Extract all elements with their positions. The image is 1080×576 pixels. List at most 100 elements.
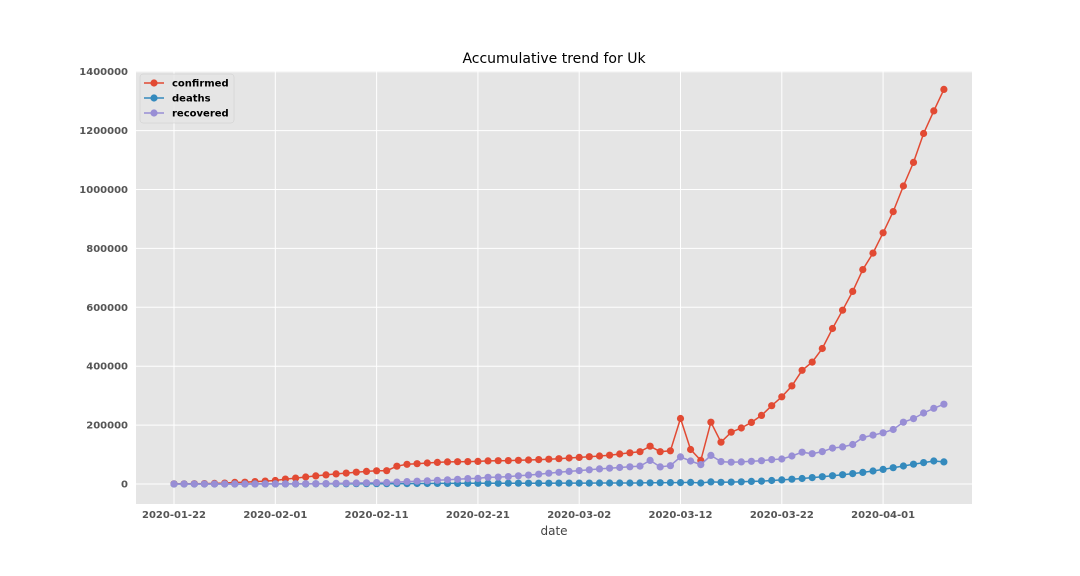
confirmed-point [403, 460, 411, 468]
deaths-point [606, 479, 614, 487]
deaths-point [697, 479, 705, 487]
recovered-point [565, 467, 573, 475]
recovered-point [352, 479, 360, 487]
confirmed-point [788, 382, 796, 390]
confirmed-point [889, 208, 897, 216]
confirmed-point [818, 344, 826, 353]
y-tick-label: 0 [121, 480, 128, 491]
recovered-point [210, 480, 219, 488]
y-tick-label: 1400000 [79, 67, 128, 78]
confirmed-point [909, 158, 918, 166]
recovered-point [393, 478, 401, 486]
deaths-point [636, 479, 644, 487]
confirmed-point [828, 324, 837, 333]
recovered-point [727, 458, 735, 466]
recovered-point [524, 471, 533, 479]
deaths-point [747, 477, 756, 485]
confirmed-point [687, 445, 695, 454]
confirmed-point [839, 306, 847, 314]
legend-marker [150, 94, 158, 102]
recovered-point [849, 440, 857, 449]
recovered-point [636, 462, 644, 470]
confirmed-point [464, 458, 472, 466]
recovered-point [494, 473, 502, 481]
recovered-point [818, 448, 826, 456]
recovered-point [920, 409, 928, 417]
deaths-point [514, 479, 523, 487]
recovered-point [504, 473, 512, 481]
confirmed-point [707, 418, 715, 426]
confirmed-point [747, 418, 756, 426]
chart-title: Accumulative trend for Uk [462, 51, 646, 67]
confirmed-point [423, 459, 431, 467]
deaths-point [798, 474, 806, 483]
legend-label: confirmed [172, 79, 229, 90]
recovered-point [595, 465, 604, 473]
legend: confirmed deaths recovered [139, 73, 235, 124]
recovered-point [454, 475, 462, 483]
deaths-point [535, 479, 543, 487]
recovered-point [747, 457, 756, 465]
recovered-point [930, 404, 938, 412]
recovered-point [626, 463, 634, 471]
confirmed-point [292, 474, 300, 482]
y-tick-label: 600000 [86, 303, 128, 314]
recovered-point [768, 456, 776, 464]
deaths-point [484, 479, 492, 487]
deaths-point [494, 479, 502, 487]
recovered-point [778, 455, 786, 463]
recovered-point [221, 480, 229, 488]
deaths-point [707, 478, 715, 486]
confirmed-point [656, 448, 664, 456]
recovered-point [474, 474, 482, 482]
confirmed-point [727, 428, 735, 436]
legend-label: recovered [172, 109, 229, 120]
recovered-point [585, 466, 593, 474]
deaths-point [940, 458, 948, 466]
recovered-point [646, 456, 654, 464]
recovered-point [231, 480, 239, 488]
deaths-point [768, 476, 776, 485]
deaths-point [828, 472, 837, 480]
recovered-point [423, 477, 431, 485]
series-recovered [170, 400, 948, 488]
recovered-point [707, 451, 715, 459]
recovered-point [443, 476, 452, 484]
legend-marker [150, 109, 158, 117]
recovered-point [170, 480, 178, 488]
confirmed-point [443, 458, 452, 466]
recovered-point [180, 480, 188, 488]
confirmed-point [717, 438, 725, 446]
recovered-point [383, 478, 391, 487]
y-tick-label: 1200000 [79, 126, 128, 137]
confirmed-point [302, 473, 310, 481]
recovered-point [859, 433, 867, 442]
recovered-point [362, 479, 371, 487]
deaths-point [839, 471, 847, 479]
deaths-point [565, 479, 573, 487]
x-tick-label: 2020-03-02 [547, 510, 611, 521]
confirmed-point [869, 249, 877, 257]
deaths-point [595, 479, 604, 487]
confirmed-point [413, 460, 421, 468]
deaths-point [889, 464, 897, 472]
confirmed-point [899, 182, 908, 190]
recovered-point [484, 473, 492, 481]
recovered-point [676, 453, 685, 461]
recovered-point [940, 400, 948, 408]
series-layer [170, 85, 948, 488]
confirmed-point [433, 458, 441, 466]
confirmed-point [565, 454, 573, 462]
confirmed-point [322, 471, 330, 479]
confirmed-point [393, 462, 401, 470]
x-tick-label: 2020-01-22 [142, 510, 206, 521]
confirmed-point [879, 229, 887, 237]
y-tick-label: 1000000 [79, 185, 128, 196]
confirmed-point [352, 468, 360, 476]
deaths-point [585, 479, 593, 487]
recovered-point [261, 480, 269, 488]
confirmed-point [768, 402, 776, 410]
deaths-point [555, 479, 563, 487]
confirmed-point [484, 457, 492, 465]
x-tick-label: 2020-02-01 [243, 510, 307, 521]
